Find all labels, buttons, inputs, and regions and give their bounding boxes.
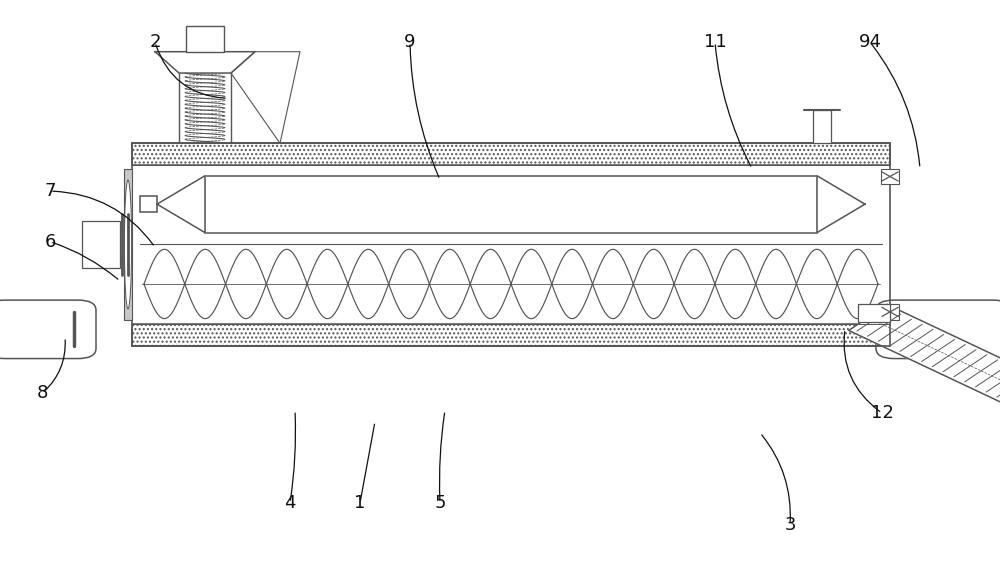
Bar bbox=[82, 221, 120, 269]
Text: 5: 5 bbox=[434, 494, 446, 512]
Text: 12: 12 bbox=[871, 404, 893, 422]
Bar bbox=[881, 169, 899, 184]
Bar bbox=[186, 26, 224, 52]
FancyBboxPatch shape bbox=[0, 300, 96, 359]
Bar bbox=[132, 324, 890, 346]
Text: 6: 6 bbox=[44, 233, 56, 251]
FancyArrowPatch shape bbox=[290, 413, 295, 500]
Bar bbox=[132, 143, 890, 165]
FancyArrowPatch shape bbox=[872, 44, 920, 166]
Text: 11: 11 bbox=[704, 33, 726, 51]
Ellipse shape bbox=[124, 180, 132, 309]
FancyArrowPatch shape bbox=[156, 45, 225, 98]
FancyArrowPatch shape bbox=[844, 332, 880, 411]
Text: 2: 2 bbox=[149, 33, 161, 51]
FancyArrowPatch shape bbox=[53, 243, 118, 279]
FancyArrowPatch shape bbox=[410, 45, 439, 177]
Text: 8: 8 bbox=[36, 384, 48, 402]
Text: 3: 3 bbox=[784, 516, 796, 534]
Bar bbox=[881, 304, 899, 320]
Polygon shape bbox=[817, 176, 865, 233]
Text: 7: 7 bbox=[44, 182, 56, 200]
FancyArrowPatch shape bbox=[440, 413, 445, 500]
Bar bbox=[858, 305, 890, 323]
FancyArrowPatch shape bbox=[361, 424, 374, 500]
Bar bbox=[132, 143, 890, 165]
Bar bbox=[132, 324, 890, 346]
Bar bbox=[140, 196, 157, 212]
Polygon shape bbox=[155, 52, 255, 73]
FancyBboxPatch shape bbox=[876, 300, 1000, 359]
Text: 94: 94 bbox=[858, 33, 882, 51]
Bar bbox=[124, 169, 132, 320]
FancyArrowPatch shape bbox=[762, 435, 790, 523]
Polygon shape bbox=[157, 176, 205, 233]
Text: 4: 4 bbox=[284, 494, 296, 512]
FancyArrowPatch shape bbox=[53, 191, 153, 245]
Polygon shape bbox=[849, 305, 1000, 412]
Polygon shape bbox=[231, 52, 300, 143]
Bar bbox=[813, 110, 831, 143]
Bar bbox=[205, 176, 817, 233]
FancyArrowPatch shape bbox=[44, 340, 65, 392]
Text: 9: 9 bbox=[404, 33, 416, 51]
FancyArrowPatch shape bbox=[715, 45, 751, 166]
Text: 1: 1 bbox=[354, 494, 366, 512]
